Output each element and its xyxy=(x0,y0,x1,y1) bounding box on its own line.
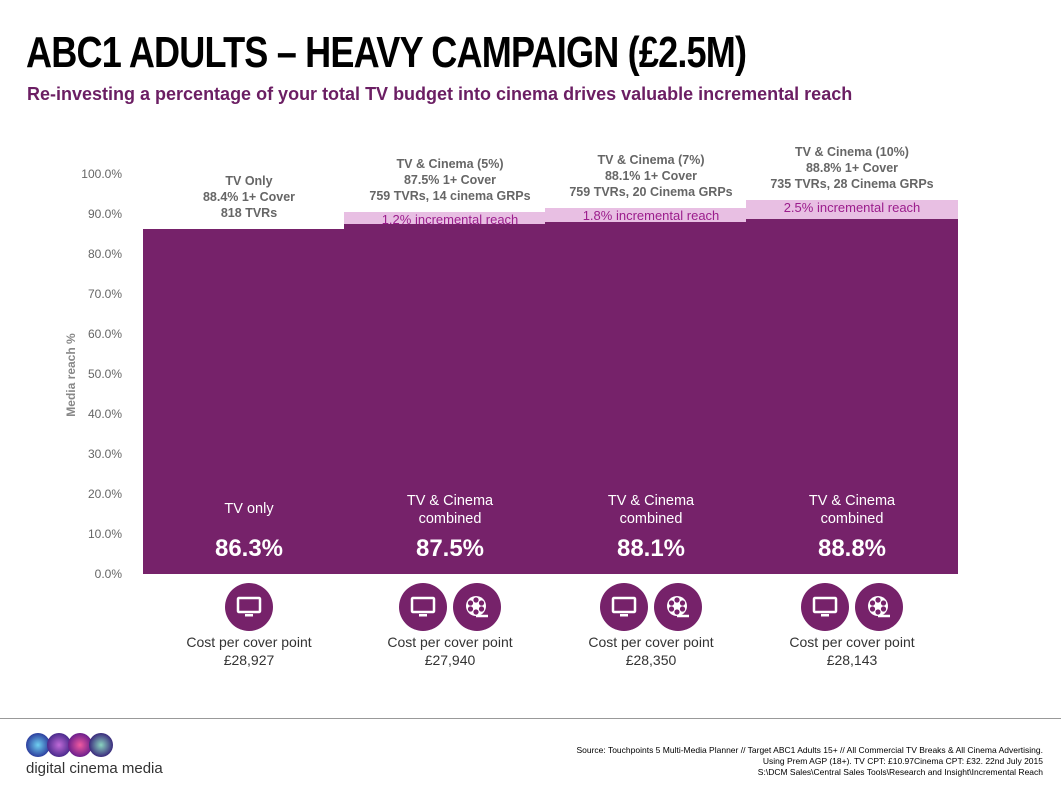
bar-category-name-line: TV & Cinema xyxy=(406,493,494,509)
cost-per-cover-label: Cost per cover point xyxy=(789,634,915,650)
y-tick-label: 40.0% xyxy=(87,407,122,421)
y-tick-label: 60.0% xyxy=(87,327,122,341)
bar-top-note-line: TV & Cinema (5%) xyxy=(396,157,504,171)
cost-per-cover-label: Cost per cover point xyxy=(186,634,312,650)
bar-category-name-line: TV only xyxy=(224,501,274,517)
bar-category-name-line: TV & Cinema xyxy=(607,493,695,509)
bar-incremental-reach xyxy=(746,200,958,219)
bar-top-note-line: 88.8% 1+ Cover xyxy=(805,161,899,176)
page-title: ABC1 ADULTS – HEAVY CAMPAIGN (£2.5M) xyxy=(26,28,747,77)
bar-top-note-line: TV & Cinema (7%) xyxy=(597,153,705,167)
bar-tv-reach xyxy=(143,228,355,574)
bar-value-label: 87.5% xyxy=(415,535,485,562)
bar-top-note-line: TV Only xyxy=(225,173,273,188)
y-tick-label: 20.0% xyxy=(87,487,122,501)
incremental-reach-label: 2.5% incremental reach xyxy=(783,200,921,216)
cost-per-cover-value: £28,927 xyxy=(223,652,275,668)
tv-icon xyxy=(600,583,648,631)
y-tick-label: 90.0% xyxy=(87,207,122,221)
bar-top-note-line: 759 TVRs, 20 Cinema GRPs xyxy=(569,185,733,199)
bar-top-note-line: 88.4% 1+ Cover xyxy=(202,189,296,204)
incremental-reach-label: 1.8% incremental reach xyxy=(582,208,720,223)
bar-category-name-line: combined xyxy=(820,511,884,527)
bar-category-name: TV only xyxy=(143,500,355,518)
page-subtitle: Re-investing a percentage of your total … xyxy=(27,84,853,104)
footer-divider xyxy=(0,718,1061,719)
bar-value-label: 88.8% xyxy=(817,535,887,562)
y-tick-label: 80.0% xyxy=(87,247,122,261)
media-icons xyxy=(545,583,757,631)
bar-tv-reach xyxy=(344,224,556,574)
bar-top-note: TV & Cinema (5%) 87.5% 1+ Cover 759 TVRs, … xyxy=(344,156,556,204)
dcm-logo xyxy=(26,733,113,757)
bar-top-note-line: 759 TVRs, 14 cinema GRPs xyxy=(369,189,531,203)
logo-text: digital cinema media xyxy=(26,760,163,777)
y-tick-label: 50.0% xyxy=(87,367,122,381)
bar-top-note-line: 818 TVRs xyxy=(220,205,278,220)
bar-top-note-line: 87.5% 1+ Cover xyxy=(403,173,497,187)
film-reel-icon xyxy=(654,583,702,631)
tv-icon xyxy=(399,583,447,631)
incremental-reach-label: 1.2% incremental reach xyxy=(381,212,519,227)
bar-category-name: TV & Cinema combined xyxy=(746,492,958,528)
bar-category-name: TV & Cinema combined xyxy=(545,492,757,528)
bar-top-note: TV & Cinema (10%) 88.8% 1+ Cover 735 TVRs,… xyxy=(746,144,958,192)
bar-top-note-line: TV & Cinema (10%) xyxy=(795,145,909,160)
source-line: S:\DCM Sales\Central Sales Tools\Researc… xyxy=(757,767,1043,777)
cost-per-cover-value: £27,940 xyxy=(424,652,476,668)
bar-value-label: 88.1% xyxy=(616,535,686,562)
media-icons xyxy=(143,583,355,631)
media-icons xyxy=(344,583,556,631)
bar-top-note: TV Only 88.4% 1+ Cover 818 TVRs xyxy=(143,173,355,221)
bar-incremental-reach xyxy=(545,208,757,222)
source-line: Source: Touchpoints 5 Multi-Media Planne… xyxy=(576,745,1043,755)
bar-category-name: TV & Cinema combined xyxy=(344,492,556,528)
bar-top-note-line: 735 TVRs, 28 Cinema GRPs xyxy=(770,177,934,192)
bar-top-note-line: 88.1% 1+ Cover xyxy=(604,169,698,183)
film-reel-icon xyxy=(855,583,903,631)
bar-category-name-line: TV & Cinema xyxy=(808,493,896,509)
cost-per-cover-label: Cost per cover point xyxy=(387,634,513,650)
tv-icon xyxy=(225,583,273,631)
bar-incremental-reach xyxy=(344,212,556,224)
y-tick-label: 0.0% xyxy=(94,567,122,581)
cost-per-cover-label: Cost per cover point xyxy=(588,634,714,650)
cost-per-cover-value: £28,350 xyxy=(625,652,677,668)
bar-category-name-line: combined xyxy=(418,511,482,527)
cost-per-cover-value: £28,143 xyxy=(826,652,878,668)
y-tick-label: 30.0% xyxy=(87,447,122,461)
tv-icon xyxy=(801,583,849,631)
bar-tv-reach xyxy=(545,221,757,574)
source-note: Source: Touchpoints 5 Multi-Media Planne… xyxy=(576,745,1043,778)
film-reel-icon xyxy=(453,583,501,631)
bar-category-name-line: combined xyxy=(619,511,683,527)
bar-tv-reach xyxy=(746,218,958,574)
y-tick-label: 10.0% xyxy=(87,527,122,541)
y-tick-label: 100.0% xyxy=(81,167,122,181)
bar-top-note: TV & Cinema (7%) 88.1% 1+ Cover 759 TVRs, … xyxy=(545,152,757,200)
source-line: Using Prem AGP (18+). TV CPT: £10.97Cine… xyxy=(762,756,1043,766)
y-tick-label: 70.0% xyxy=(87,287,122,301)
media-icons xyxy=(746,583,958,631)
bar-value-label: 86.3% xyxy=(214,535,284,562)
